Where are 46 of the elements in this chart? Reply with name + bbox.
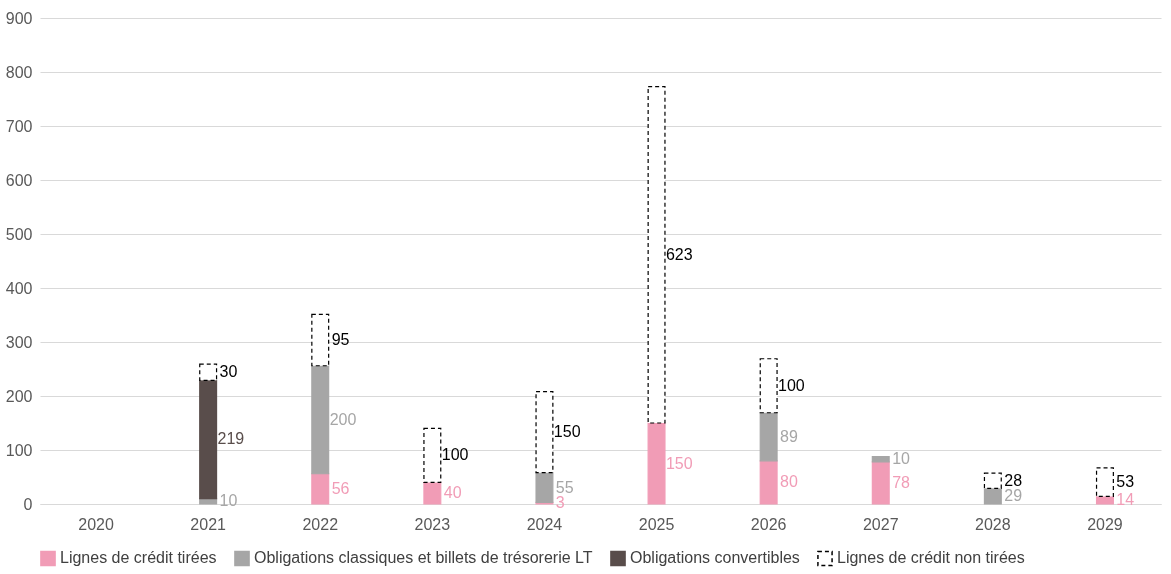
data-label: 14 <box>1116 491 1135 509</box>
x-tick-label: 2028 <box>975 515 1011 533</box>
data-label: 28 <box>1004 471 1023 489</box>
legend-label: Obligations convertibles <box>630 549 800 567</box>
legend-label: Obligations classiques et billets de trésorerie LT <box>254 549 593 567</box>
data-label: 89 <box>780 427 798 445</box>
x-tick-label: 2024 <box>526 515 563 533</box>
data-label: 10 <box>892 450 911 468</box>
x-tick-label: 2026 <box>750 515 787 533</box>
x-tick-label: 2022 <box>302 515 339 533</box>
data-label: 3 <box>555 494 565 512</box>
x-tick-label: 2023 <box>414 515 451 533</box>
data-label: 78 <box>892 473 911 491</box>
x-tick-label: 2021 <box>190 515 227 533</box>
data-label: 80 <box>780 473 798 491</box>
x-tick-label: 2027 <box>862 515 899 533</box>
data-label: 56 <box>331 479 350 497</box>
data-label: 53 <box>1116 473 1135 491</box>
y-tick-label: 700 <box>5 117 33 135</box>
x-tick-label: 2020 <box>78 515 114 533</box>
data-label: 623 <box>665 245 693 263</box>
data-label: 100 <box>778 376 805 394</box>
data-label: 100 <box>441 446 469 464</box>
data-label: 95 <box>331 331 350 349</box>
x-tick-label: 2029 <box>1087 515 1123 533</box>
data-label: 150 <box>665 454 693 472</box>
legend-label: Lignes de crédit non tirées <box>837 549 1025 567</box>
y-tick-label: 300 <box>5 333 33 351</box>
y-tick-label: 400 <box>5 279 33 297</box>
data-label: 40 <box>443 484 462 502</box>
y-tick-label: 100 <box>5 441 33 459</box>
y-tick-label: 800 <box>5 63 33 81</box>
y-tick-label: 200 <box>5 387 33 405</box>
y-tick-label: 0 <box>23 495 33 513</box>
y-tick-label: 500 <box>5 225 33 243</box>
data-label: 29 <box>1004 487 1023 505</box>
data-label: 150 <box>553 423 581 441</box>
data-label: 10 <box>219 492 238 510</box>
data-label: 30 <box>219 363 238 381</box>
y-tick-label: 600 <box>5 171 33 189</box>
legend-label: Lignes de crédit tirées <box>60 549 217 567</box>
data-label: 219 <box>217 430 245 448</box>
data-label: 55 <box>555 478 574 496</box>
y-tick-label: 900 <box>5 9 33 27</box>
x-tick-label: 2025 <box>638 515 675 533</box>
data-label: 200 <box>329 410 357 428</box>
